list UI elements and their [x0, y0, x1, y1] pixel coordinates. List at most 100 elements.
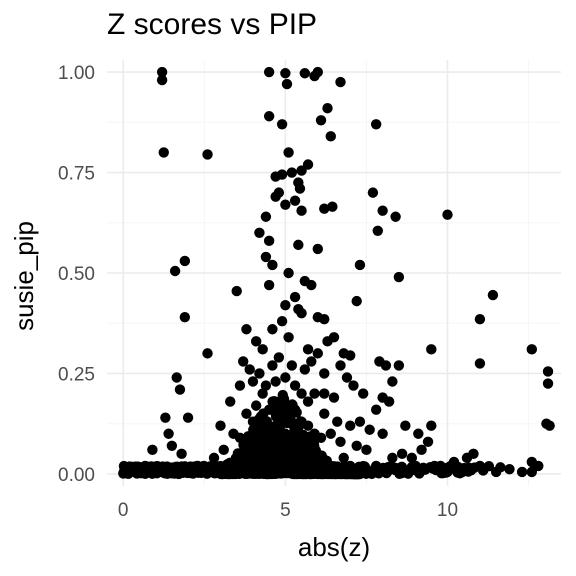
y-tick-label: 0.75	[58, 164, 95, 185]
data-point	[322, 103, 333, 114]
data-point	[544, 420, 555, 431]
x-axis-title: abs(z)	[298, 532, 370, 562]
data-point	[231, 285, 242, 297]
data-point	[426, 420, 437, 431]
y-tick-label: 0.25	[58, 364, 95, 385]
data-point	[335, 76, 346, 88]
data-point	[294, 183, 306, 194]
data-point	[280, 199, 291, 210]
data-point	[302, 396, 314, 407]
x-tick-label: 10	[437, 500, 458, 521]
data-point	[487, 289, 499, 301]
data-point	[254, 368, 265, 379]
data-point	[150, 461, 161, 473]
data-point	[357, 388, 369, 399]
data-point	[234, 432, 246, 443]
data-point	[276, 316, 288, 327]
data-point	[202, 149, 213, 160]
data-point	[218, 444, 229, 456]
data-point	[280, 428, 291, 439]
data-point	[370, 119, 382, 130]
data-point	[296, 307, 307, 319]
data-point	[228, 462, 239, 473]
data-point	[263, 66, 275, 78]
y-tick-labels: 0.00 0.25 0.50 0.75 1.00	[58, 63, 95, 486]
data-point	[319, 368, 330, 379]
data-point	[286, 360, 298, 371]
data-point	[241, 408, 252, 419]
data-point	[147, 444, 158, 456]
data-point	[299, 68, 311, 79]
data-point	[254, 432, 265, 443]
data-point	[219, 466, 231, 478]
data-point	[276, 119, 288, 130]
data-point	[158, 147, 169, 158]
data-point	[457, 466, 468, 478]
data-point	[422, 436, 434, 447]
data-point	[413, 428, 424, 439]
data-point	[250, 400, 262, 411]
data-point	[166, 440, 178, 452]
data-point	[293, 239, 304, 251]
data-point	[306, 279, 317, 291]
data-point	[393, 360, 405, 371]
data-point	[390, 211, 401, 222]
data-point	[280, 68, 291, 79]
data-point	[474, 314, 486, 325]
y-axis-title: susie_pip	[9, 221, 39, 331]
data-point	[288, 452, 299, 463]
data-point	[319, 388, 330, 399]
data-point	[526, 466, 538, 478]
data-point	[237, 453, 248, 465]
data-point	[345, 350, 356, 361]
data-point	[426, 344, 437, 355]
data-point	[364, 424, 375, 435]
data-point	[260, 380, 272, 391]
data-point	[351, 295, 362, 307]
data-point	[269, 420, 281, 432]
data-point	[289, 291, 301, 303]
data-point	[247, 376, 259, 387]
data-point	[244, 364, 255, 375]
data-point	[504, 464, 515, 475]
data-point	[332, 416, 343, 427]
data-point	[128, 461, 139, 473]
data-point	[354, 259, 366, 271]
data-point	[161, 467, 173, 479]
data-point	[254, 227, 265, 239]
data-point	[490, 466, 502, 478]
data-point	[328, 392, 340, 403]
data-point	[263, 111, 275, 122]
data-point	[542, 378, 554, 389]
data-point	[192, 460, 203, 472]
data-points	[118, 66, 555, 480]
y-tick-label: 1.00	[58, 63, 95, 84]
data-point	[400, 420, 411, 431]
data-point	[257, 388, 268, 399]
data-point	[176, 448, 187, 460]
data-point	[322, 336, 333, 347]
data-point	[387, 452, 398, 464]
data-point	[296, 388, 307, 399]
data-point	[319, 314, 330, 325]
data-point	[526, 344, 538, 355]
data-point	[370, 404, 382, 415]
data-point	[257, 467, 268, 478]
data-point	[302, 159, 314, 170]
data-point	[172, 465, 183, 476]
data-point	[377, 428, 388, 439]
data-point	[276, 400, 288, 411]
data-point	[283, 267, 294, 279]
data-point	[267, 324, 278, 335]
data-point	[319, 408, 330, 419]
data-point	[396, 448, 408, 460]
data-point	[202, 462, 213, 474]
data-point	[296, 461, 308, 472]
data-point	[257, 412, 268, 423]
data-point	[327, 201, 338, 212]
data-point	[338, 452, 349, 464]
data-point	[287, 468, 298, 480]
data-point	[468, 448, 479, 460]
x-tick-label: 5	[280, 500, 291, 521]
